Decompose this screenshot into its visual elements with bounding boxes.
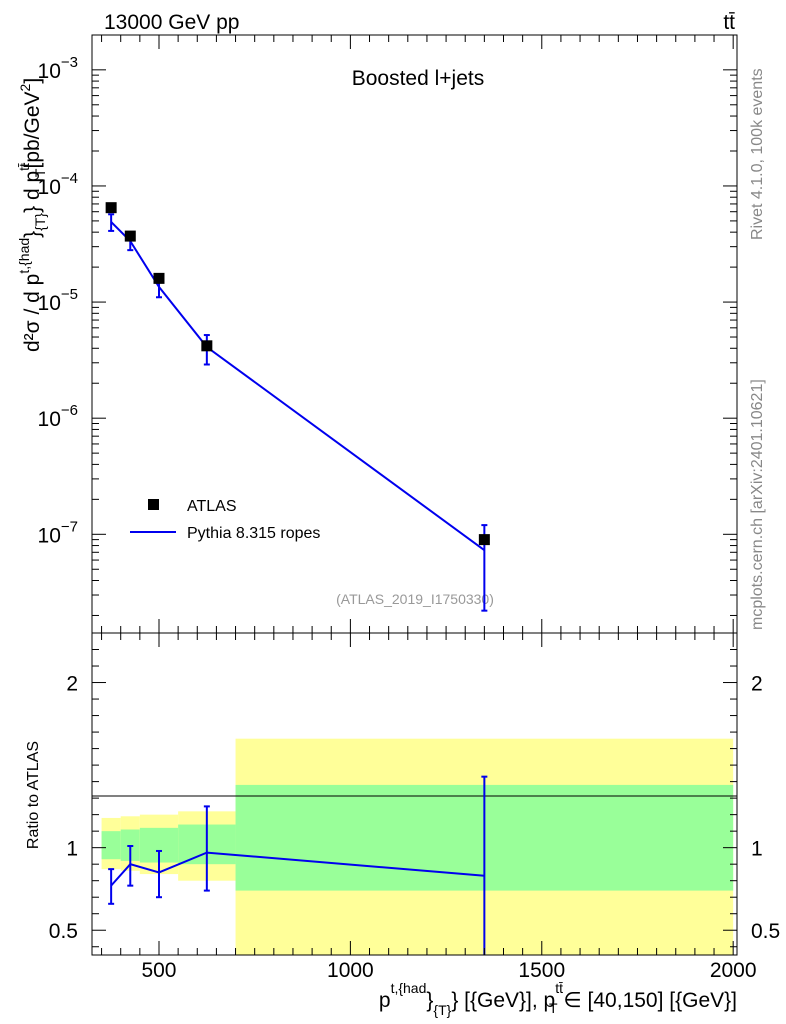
x-axis-title: pt,{had}{T}} [{GeV}], ptt̄ T ∈ [40,150] […: [379, 980, 737, 1018]
ratio-y-tick-label-right: 1: [751, 838, 763, 861]
y-tick-label: 10−7: [38, 518, 78, 547]
analysis-id: (ATLAS_2019_I1750330): [336, 591, 494, 607]
y-tick-label: 10−3: [38, 54, 78, 83]
x-tick-labels: 500 1000 1500 2000: [141, 959, 756, 982]
main-axis-ticks: [92, 35, 737, 633]
process-label: tt̄: [723, 11, 735, 34]
ratio-frame: [91, 632, 738, 956]
data-point: [153, 272, 165, 284]
ratio-y-tick-label-right: 2: [751, 673, 763, 696]
uncertainty-bands: [101, 738, 734, 955]
ratio-y-tick-label: 0.5: [49, 920, 78, 943]
ratio-axis-ticks: [92, 633, 737, 955]
main-y-tick-labels: 10−7 10−6 10−5 10−4 10−3: [38, 54, 78, 547]
y-tick-label: 10−6: [38, 402, 78, 431]
ratio-y-tick-label: 1: [66, 838, 78, 861]
ratio-y-tick-label-right: 0.5: [751, 920, 780, 943]
x-tick-label: 2000: [710, 959, 757, 982]
rivet-version-label: Rivet 4.1.0, 100k events: [749, 68, 766, 240]
ratio-panel: 0.5 0.5 1 1 2 2 500 1000 1500 2000 Ratio to ATLA…: [25, 632, 780, 1018]
data-point: [105, 202, 117, 214]
x-tick-label: 1000: [327, 959, 374, 982]
y-tick-label: 10−5: [38, 286, 78, 315]
legend-label-pythia: Pythia 8.315 ropes: [187, 525, 320, 542]
energy-label: 13000 GeV pp: [104, 11, 239, 34]
y-axis-title: d²σ / d pt,{had}{T}} d ptt̄T[pb/GeV2]: [16, 78, 48, 352]
data-point: [201, 340, 213, 352]
ratio-y-axis-title: Ratio to ATLAS: [25, 741, 42, 849]
mc-series: [108, 213, 488, 612]
data-point: [124, 230, 136, 242]
inner-uncertainty-band: [101, 831, 121, 860]
x-tick-label: 1500: [518, 959, 565, 982]
ratio-y-tick-labels: 0.5 0.5 1 1 2 2: [49, 673, 780, 944]
legend-label-atlas: ATLAS: [187, 498, 237, 515]
main-panel: 10−7 10−6 10−5 10−4 10−3 Boosted l+jets (ATL…: [16, 34, 738, 634]
legend-marker-atlas: [148, 499, 159, 510]
y-tick-label: 10−4: [38, 170, 78, 199]
ratio-y-tick-label: 2: [66, 673, 78, 696]
ratio-mc-series: [108, 775, 488, 955]
data-series: [105, 202, 490, 546]
data-point: [478, 534, 490, 546]
x-tick-label: 500: [141, 959, 176, 982]
mcplots-label: mcplots.cern.ch [arXiv:2401.10621]: [749, 379, 766, 630]
mc-line: [110, 221, 485, 551]
main-frame: [91, 34, 738, 634]
panel-title: Boosted l+jets: [352, 67, 485, 90]
